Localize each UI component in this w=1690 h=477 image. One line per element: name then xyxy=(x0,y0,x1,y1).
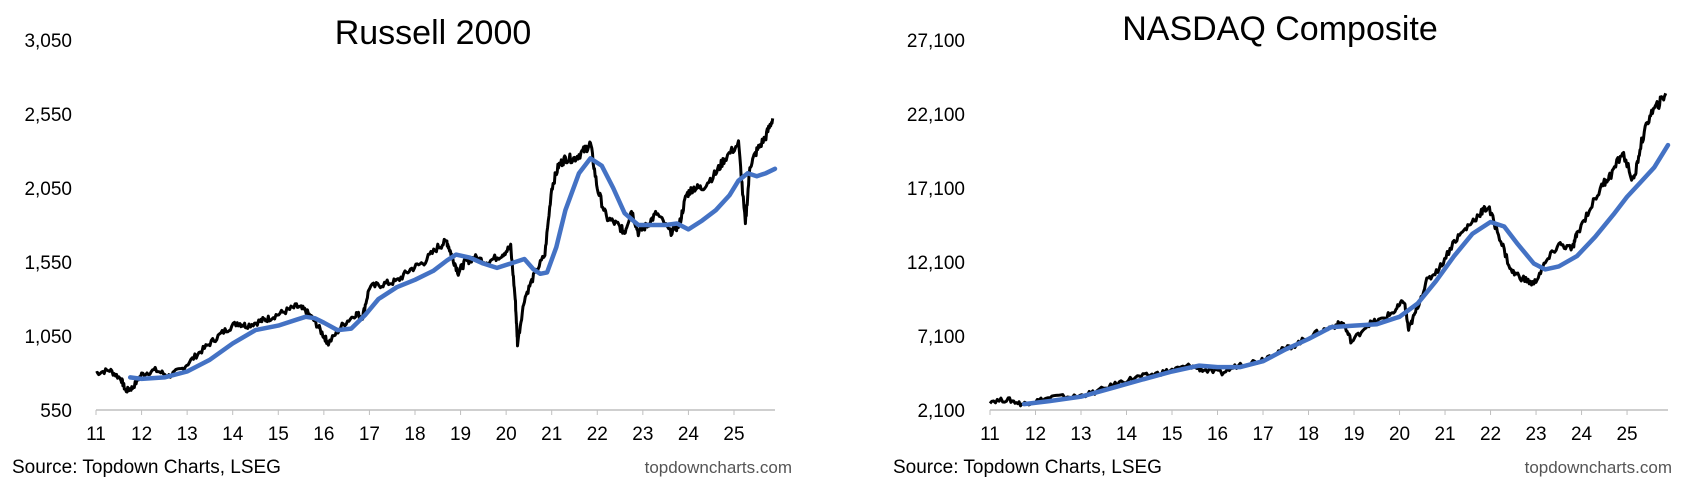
y-tick-label: 550 xyxy=(40,401,72,422)
x-tick-label: 12 xyxy=(1025,424,1046,445)
price-line xyxy=(95,118,775,394)
x-tick-label: 19 xyxy=(450,424,471,445)
y-tick-label: 17,100 xyxy=(907,179,965,200)
y-axis-ticks: 550 1,050 1,550 2,050 2,550 3,050 xyxy=(24,31,72,422)
chart-title-nasdaq: NASDAQ Composite xyxy=(1122,10,1438,48)
x-tick-label: 24 xyxy=(1571,424,1593,445)
x-tick-label: 21 xyxy=(1434,424,1455,445)
chart-title-russell: Russell 2000 xyxy=(335,14,532,52)
russell-2000-chart: Russell 2000 550 1,050 1,550 2,050 2,550 3,05… xyxy=(12,14,792,477)
nasdaq-composite-chart: NASDAQ Composite 2,1007,10012,10017,1002… xyxy=(893,10,1672,477)
x-tick-label: 19 xyxy=(1343,424,1364,445)
x-tick-label: 23 xyxy=(632,424,653,445)
x-tick-label: 20 xyxy=(496,424,517,445)
source-label: Source: Topdown Charts, LSEG xyxy=(893,457,1162,477)
y-tick-label: 27,100 xyxy=(907,31,965,52)
x-axis-ticks: 11 12 13 14 15 16 17 18 19 20 21 22 23 24 25 xyxy=(980,410,1638,445)
watermark: topdowncharts.com xyxy=(645,458,792,477)
x-tick-label: 14 xyxy=(1116,424,1138,445)
x-tick-label: 16 xyxy=(1207,424,1228,445)
x-axis-ticks: 11 12 13 14 15 16 17 18 19 20 21 22 23 24 25 xyxy=(86,410,745,445)
watermark: topdowncharts.com xyxy=(1525,458,1672,477)
y-tick-label: 12,100 xyxy=(907,253,965,274)
y-tick-label: 22,100 xyxy=(907,105,965,126)
x-tick-label: 22 xyxy=(1480,424,1501,445)
moving-average-line xyxy=(127,156,778,382)
y-tick-label: 3,050 xyxy=(24,31,72,52)
x-tick-label: 23 xyxy=(1525,424,1546,445)
x-tick-label: 24 xyxy=(678,424,700,445)
x-tick-label: 25 xyxy=(1616,424,1637,445)
x-tick-label: 13 xyxy=(177,424,198,445)
x-tick-label: 22 xyxy=(587,424,608,445)
x-tick-label: 17 xyxy=(1252,424,1273,445)
y-tick-label: 2,050 xyxy=(24,179,72,200)
price-line xyxy=(988,92,1668,408)
y-tick-label: 1,550 xyxy=(24,253,72,274)
x-tick-label: 16 xyxy=(313,424,334,445)
moving-average-line xyxy=(1021,142,1671,407)
x-tick-label: 11 xyxy=(980,424,1000,445)
x-tick-label: 21 xyxy=(541,424,562,445)
y-tick-label: 7,100 xyxy=(917,327,965,348)
x-tick-label: 11 xyxy=(86,424,106,445)
x-tick-label: 18 xyxy=(404,424,425,445)
y-axis-ticks: 2,100 7,100 12,100 17,100 22,100 27,100 xyxy=(907,31,965,422)
y-tick-label: 2,100 xyxy=(917,401,965,422)
y-tick-label: 1,050 xyxy=(24,327,72,348)
x-tick-label: 12 xyxy=(131,424,152,445)
y-tick-label: 2,550 xyxy=(24,105,72,126)
x-tick-label: 13 xyxy=(1070,424,1091,445)
x-tick-label: 15 xyxy=(268,424,289,445)
x-tick-label: 25 xyxy=(723,424,744,445)
x-tick-label: 15 xyxy=(1161,424,1182,445)
x-tick-label: 14 xyxy=(222,424,244,445)
x-tick-label: 18 xyxy=(1298,424,1319,445)
x-tick-label: 20 xyxy=(1389,424,1410,445)
x-tick-label: 17 xyxy=(359,424,380,445)
source-label: Source: Topdown Charts, LSEG xyxy=(12,457,281,477)
